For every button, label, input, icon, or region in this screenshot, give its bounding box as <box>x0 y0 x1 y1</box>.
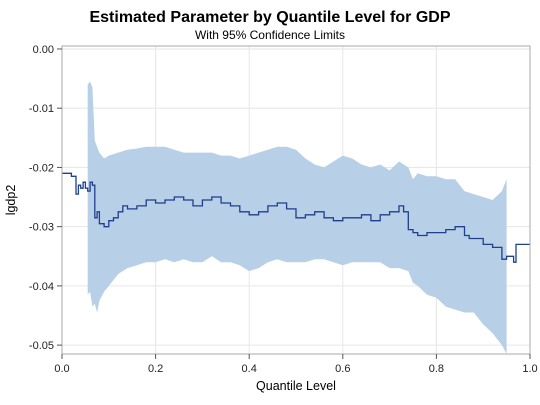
plot-frame <box>61 45 531 355</box>
x-axis-label: Quantile Level <box>256 379 336 393</box>
chart-title: Estimated Parameter by Quantile Level fo… <box>89 9 451 26</box>
x-tick-label: 0.2 <box>148 363 163 375</box>
x-tick-label: 0.8 <box>429 363 444 375</box>
x-tick-label: 0.4 <box>242 363 257 375</box>
y-axis-label: lgdp2 <box>4 185 18 216</box>
y-tick-label: -0.04 <box>29 281 54 293</box>
y-tick-label: -0.03 <box>29 222 54 234</box>
x-tick-label: 1.0 <box>522 363 537 375</box>
y-tick-label: -0.05 <box>29 340 54 352</box>
y-tick-label: 0.00 <box>33 44 54 56</box>
x-tick-label: 0.0 <box>54 363 69 375</box>
x-tick-label: 0.6 <box>335 363 350 375</box>
estimate-line <box>62 172 530 263</box>
chart-subtitle: With 95% Confidence Limits <box>194 28 346 42</box>
y-tick-label: -0.01 <box>29 103 54 115</box>
y-tick-label: -0.02 <box>29 162 54 174</box>
